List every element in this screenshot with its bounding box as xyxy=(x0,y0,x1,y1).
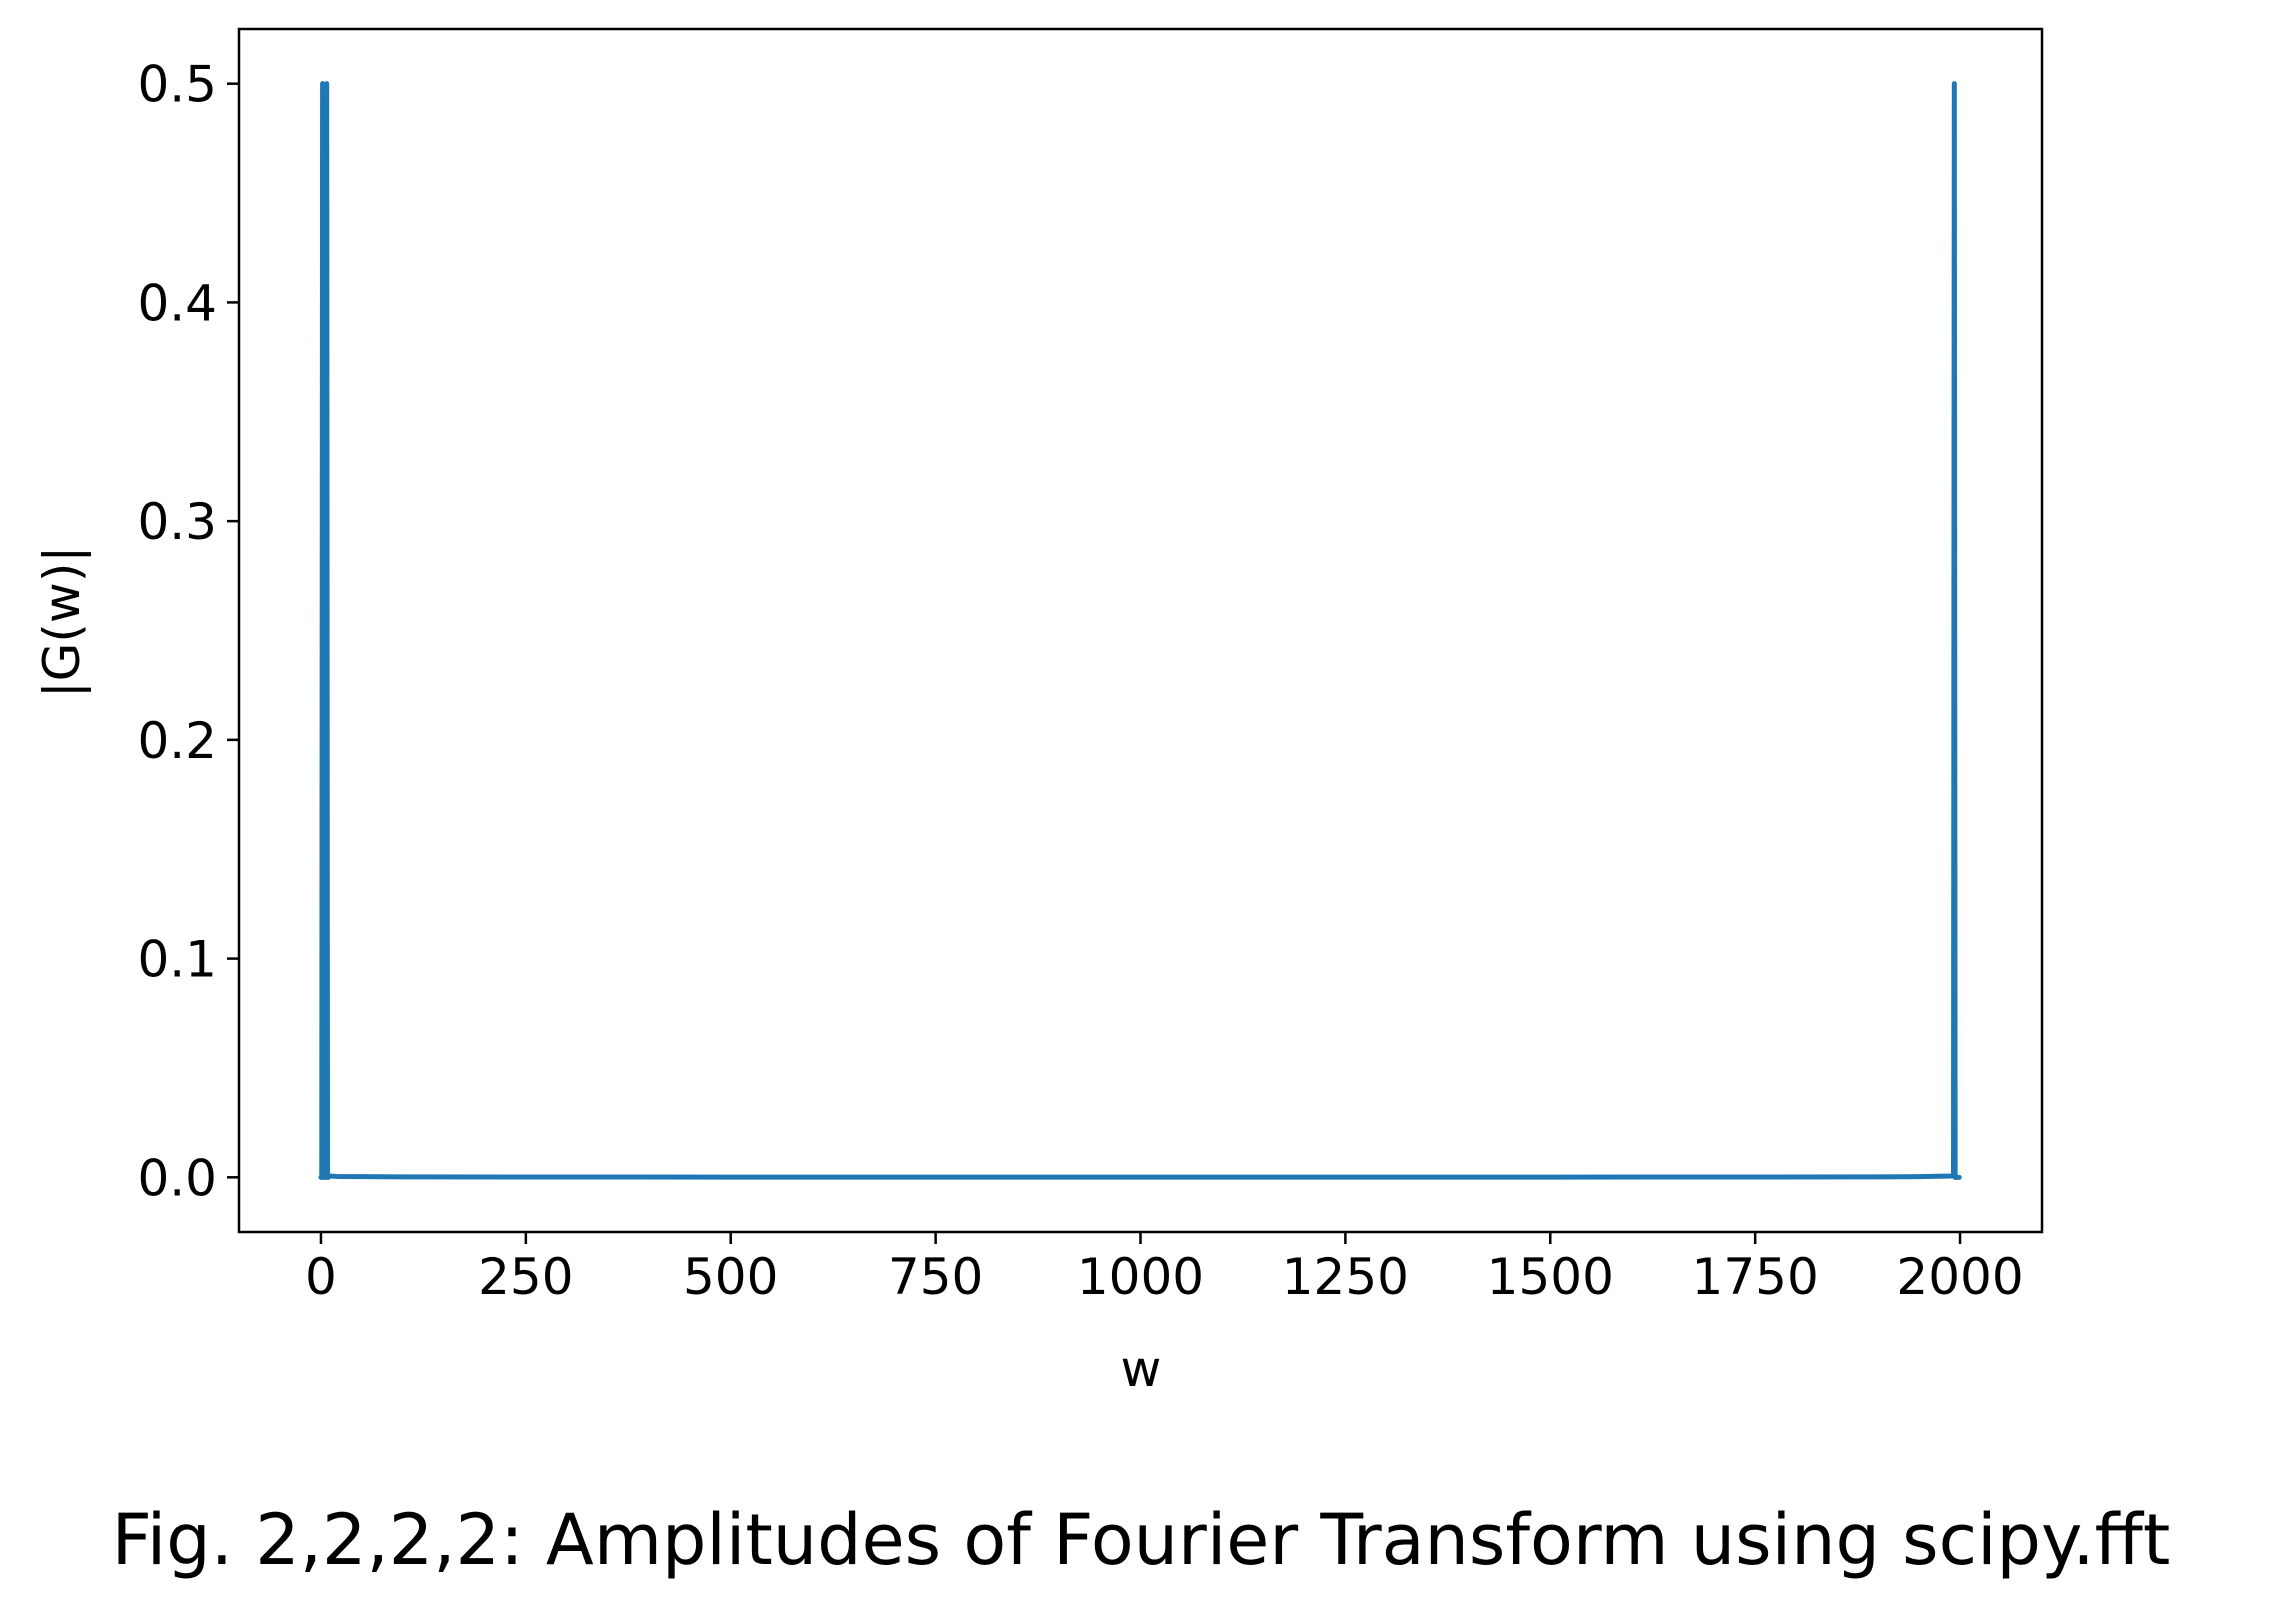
y-tick-label: 0.2 xyxy=(137,712,217,770)
y-tick-label: 0.5 xyxy=(137,56,217,114)
y-tick-label: 0.4 xyxy=(137,274,217,332)
x-tick-label: 1750 xyxy=(1692,1248,1819,1306)
y-tick-label: 0.3 xyxy=(137,493,217,551)
x-axis-label: w xyxy=(1121,1340,1162,1398)
figure-caption: Fig. 2,2,2,2: Amplitudes of Fourier Tran… xyxy=(112,1499,2171,1581)
series-line xyxy=(318,81,1962,1180)
x-tick-label: 500 xyxy=(683,1248,778,1306)
y-axis-label: |G(w)| xyxy=(33,546,91,698)
x-tick-label: 2000 xyxy=(1896,1248,2023,1306)
x-tick-label: 1500 xyxy=(1487,1248,1614,1306)
x-tick-label: 250 xyxy=(478,1248,573,1306)
x-tick-label: 1250 xyxy=(1282,1248,1409,1306)
x-tick-label: 1000 xyxy=(1077,1248,1204,1306)
x-tick-label: 750 xyxy=(888,1248,983,1306)
y-axis-ticks: 0.0 0.1 0.2 0.3 0.4 0.5 xyxy=(137,56,239,1207)
y-tick-label: 0.0 xyxy=(137,1149,217,1207)
x-axis-ticks: 0 250 500 750 1000 1250 1500 1750 2000 xyxy=(305,1232,2024,1306)
x-tick-label: 0 xyxy=(305,1248,337,1306)
y-tick-label: 0.1 xyxy=(137,931,217,989)
